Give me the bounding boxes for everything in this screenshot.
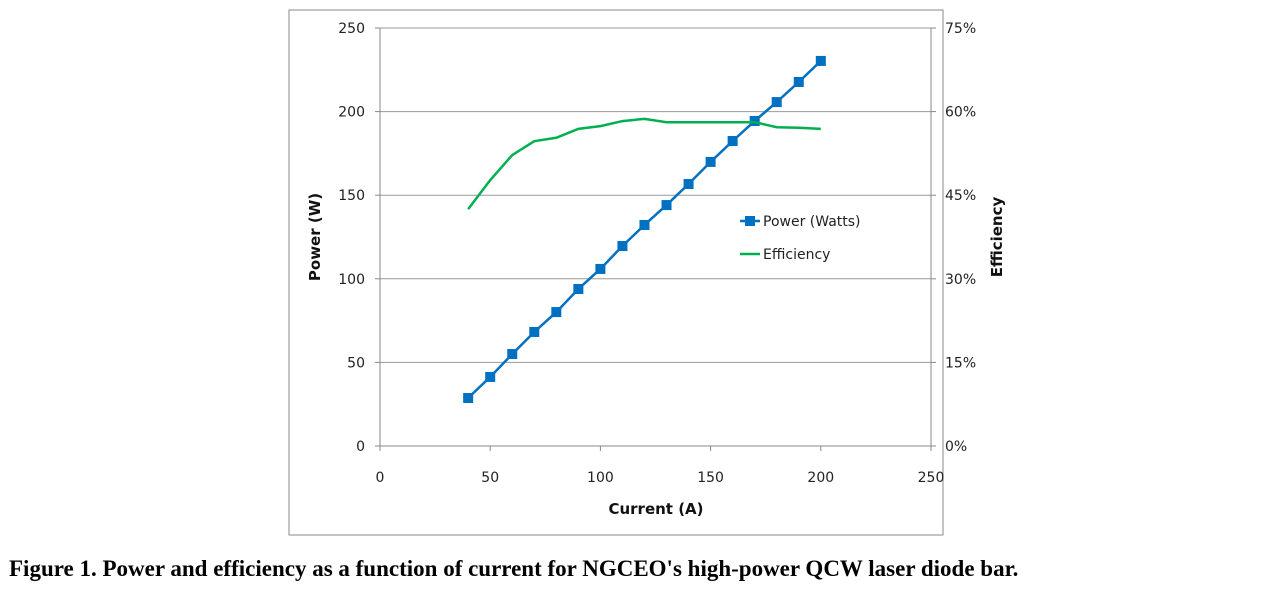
power-data-point (683, 178, 694, 189)
y2-tick-label: 60% (945, 105, 976, 121)
x-axis-label: Current (A) (608, 500, 703, 518)
x-tick-label: 0 (376, 470, 385, 486)
figure-caption: Figure 1. Power and efficiency as a func… (9, 556, 1019, 581)
power-data-point (661, 200, 672, 211)
legend-efficiency-label: Efficiency (763, 247, 830, 263)
power-data-point (815, 55, 826, 66)
power-data-point (595, 263, 606, 274)
y2-tick-label: 45% (945, 188, 976, 204)
power-data-point (551, 307, 562, 318)
y-tick-label: 200 (338, 105, 365, 121)
legend-power-label: Power (Watts) (763, 214, 861, 230)
series-line-efficiency (467, 117, 821, 210)
power-data-point (727, 136, 738, 147)
x-tick-label: 250 (918, 470, 945, 486)
y2-tick-label: 75% (945, 21, 976, 37)
power-data-point (573, 283, 584, 294)
x-tick-label: 200 (807, 470, 834, 486)
legend-power-marker (745, 216, 755, 226)
y-tick-label: 0 (356, 439, 365, 455)
x-tick-label: 100 (587, 470, 614, 486)
power-data-point (793, 77, 804, 88)
chart-frame (288, 9, 944, 536)
power-data-point (463, 393, 474, 404)
y2-tick-label: 0% (945, 439, 967, 455)
power-data-point (705, 156, 716, 167)
chart: 0 0% 50 15% 100 30% 150 45% 200 60% 250 75% 0 50 100 15… (288, 9, 1006, 536)
y2-tick-label: 30% (945, 272, 976, 288)
y-tick-label: 250 (338, 21, 365, 37)
power-data-point (639, 219, 650, 230)
legend: Power (Watts) Efficiency (740, 214, 861, 263)
y-tick-label: 100 (338, 272, 365, 288)
power-data-point (485, 371, 496, 382)
y2-tick-label: 15% (945, 355, 976, 371)
power-data-point (617, 241, 628, 252)
y2-axis-label: Efficiency (988, 197, 1006, 278)
y-tick-label: 50 (347, 355, 365, 371)
y-tick-label: 150 (338, 188, 365, 204)
power-data-point (771, 97, 782, 108)
x-tick-label: 50 (481, 470, 499, 486)
power-data-point (529, 326, 540, 337)
power-data-point (507, 349, 518, 360)
y-axis-label: Power (W) (306, 193, 324, 281)
x-tick-label: 150 (697, 470, 724, 486)
